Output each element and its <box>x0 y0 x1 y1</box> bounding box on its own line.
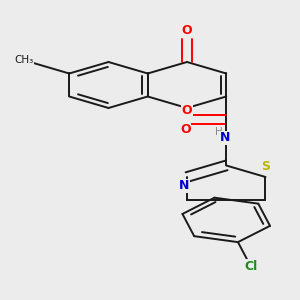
Text: O: O <box>180 124 191 136</box>
Text: Cl: Cl <box>244 260 257 273</box>
Text: S: S <box>261 160 270 173</box>
Text: N: N <box>179 179 189 193</box>
Text: O: O <box>182 23 192 37</box>
Text: H: H <box>215 127 223 137</box>
Text: O: O <box>182 104 192 118</box>
Text: CH₃: CH₃ <box>15 55 34 65</box>
Text: N: N <box>220 131 230 145</box>
